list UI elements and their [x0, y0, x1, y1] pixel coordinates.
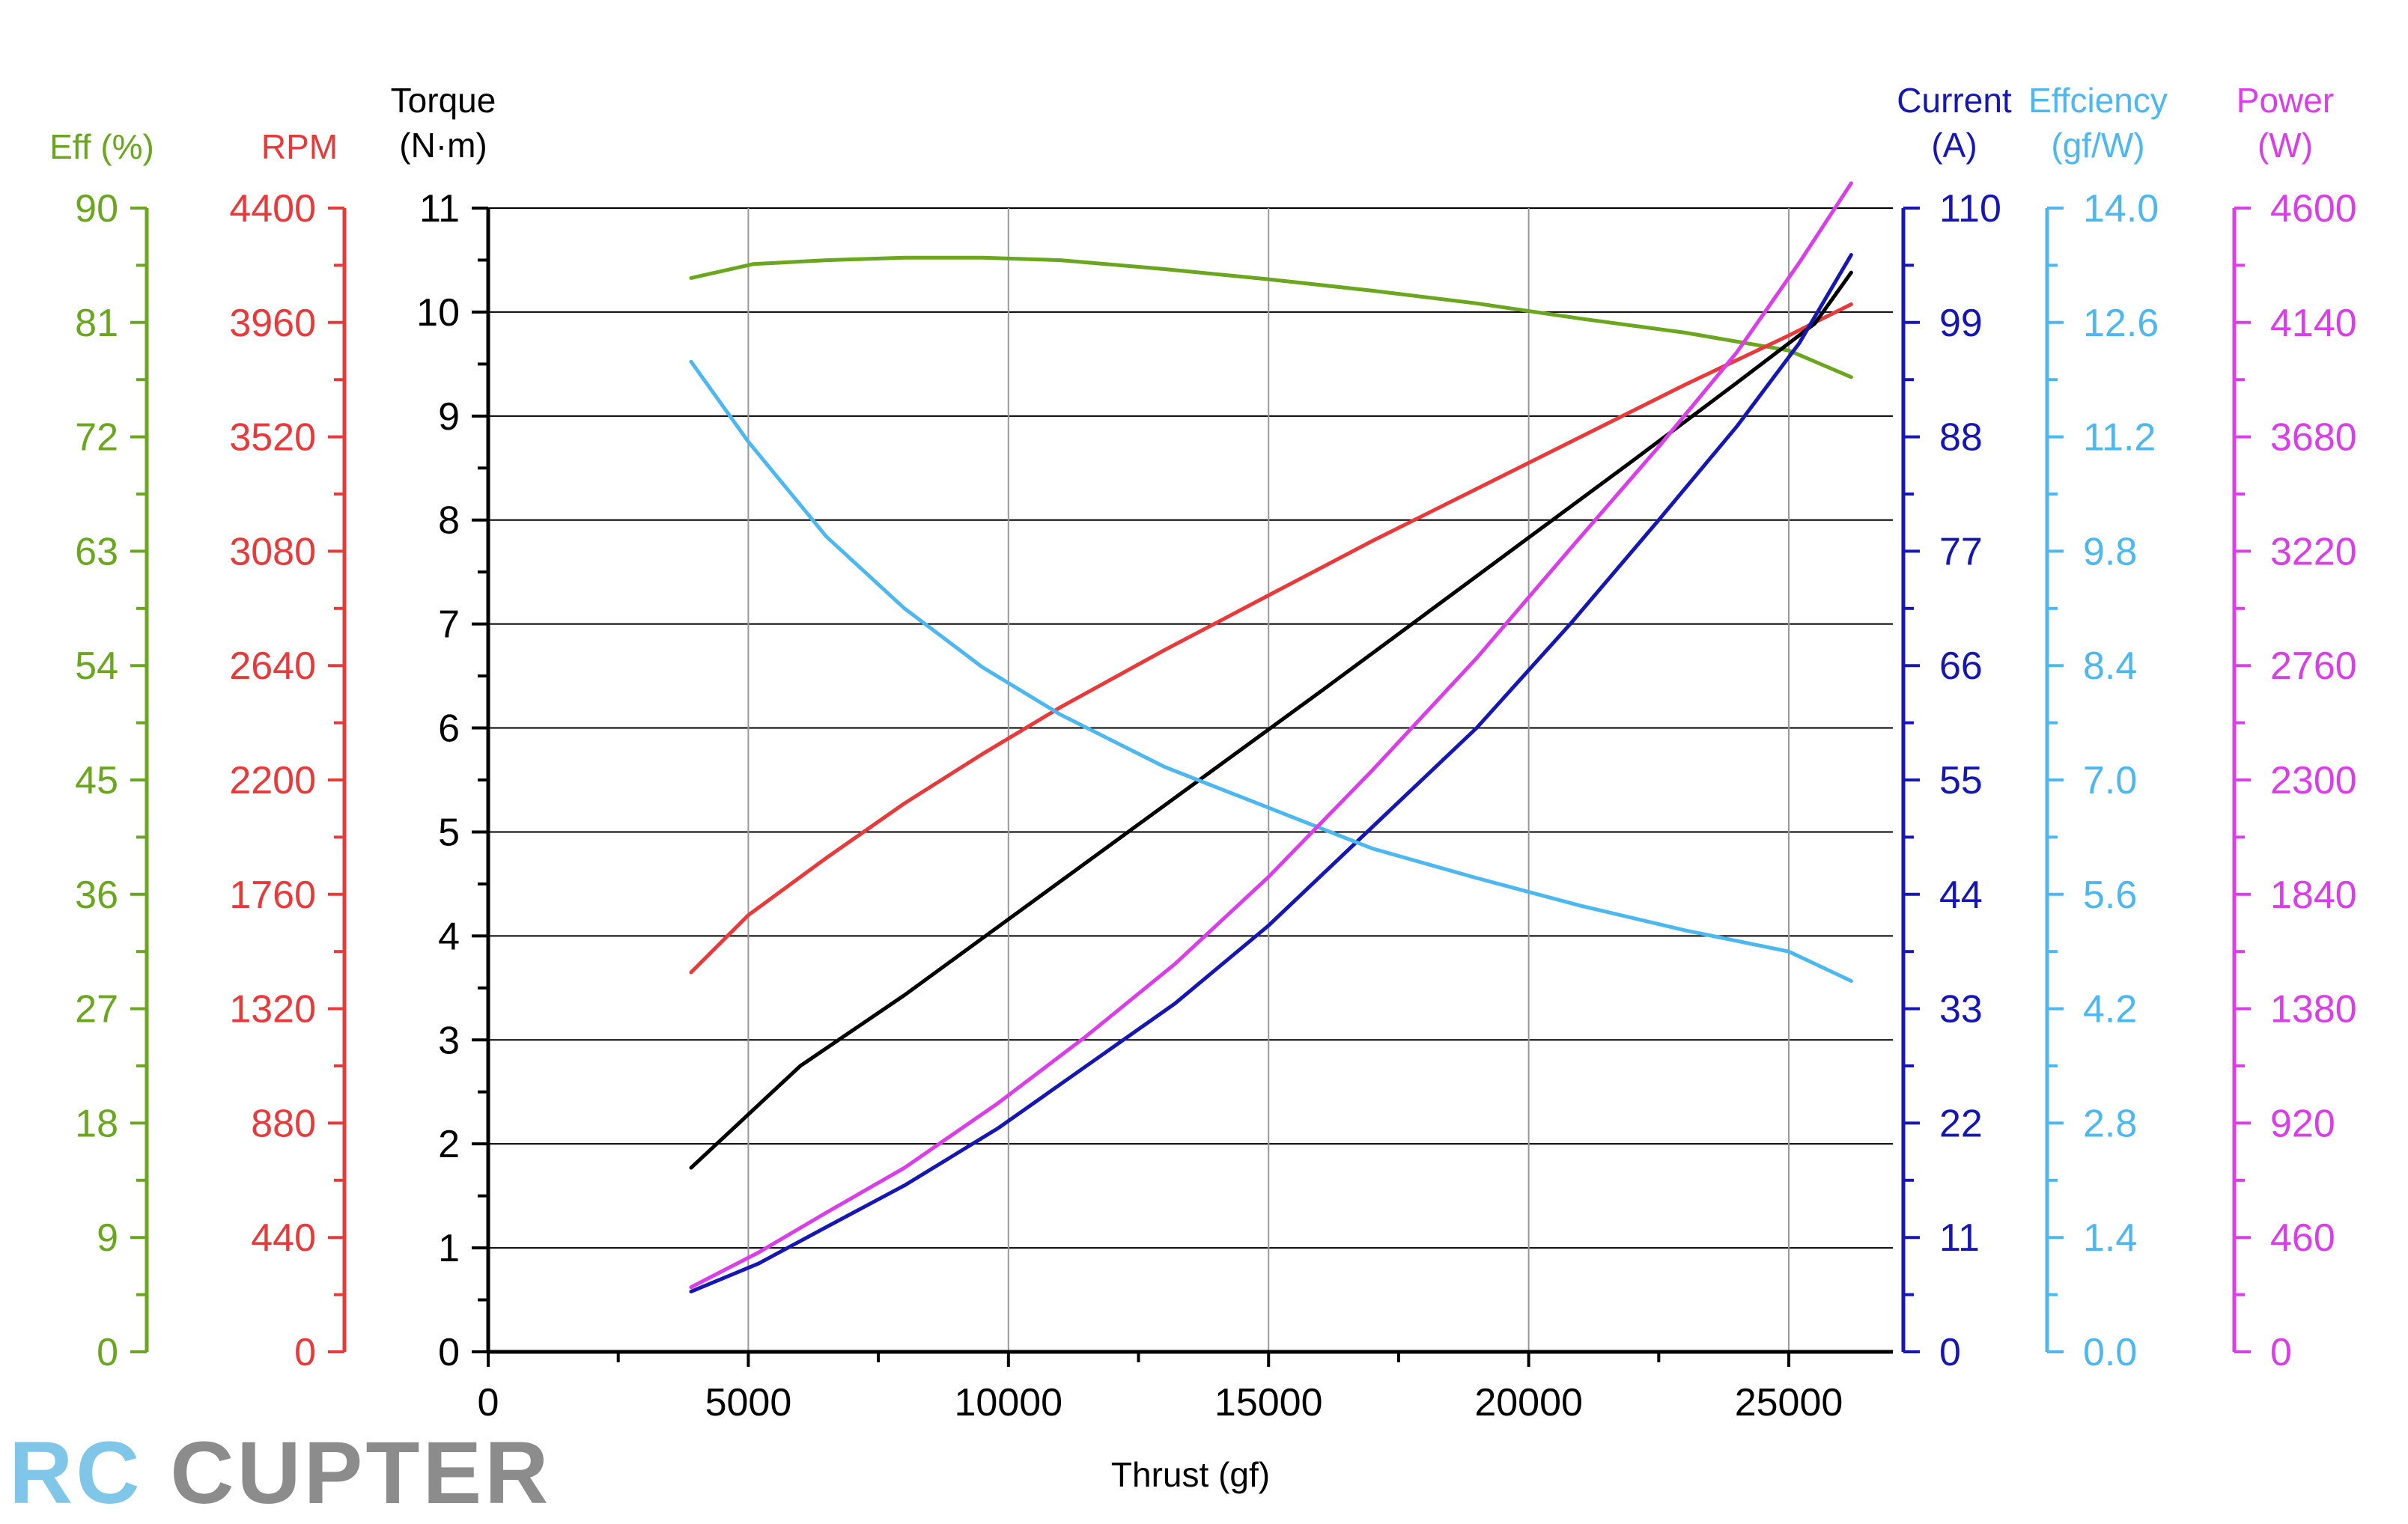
current-tick-label: 99 [1939, 302, 1983, 345]
x-tick-label: 5000 [705, 1381, 792, 1424]
current-tick-label: 33 [1939, 988, 1983, 1031]
current-axis-title: (A) [1931, 126, 1977, 165]
current-tick-label: 0 [1939, 1331, 1961, 1374]
torque-tick-label: 2 [438, 1123, 460, 1166]
efficiency-tick-label: 8.4 [2083, 644, 2137, 688]
torque-tick-label: 6 [438, 707, 460, 751]
torque-tick-label: 10 [416, 291, 460, 335]
torque-axis-title: (N·m) [399, 126, 487, 165]
power-series-line [689, 181, 1853, 1290]
power-tick-label: 2300 [2270, 759, 2357, 802]
rpm-axis-title: RPM [261, 127, 338, 166]
watermark-rc: RC [9, 1424, 143, 1523]
torque-tick-label: 7 [438, 603, 460, 647]
power-tick-label: 3680 [2270, 416, 2357, 460]
rpm-tick-label: 3960 [229, 302, 316, 345]
efficiency-tick-label: 9.8 [2083, 530, 2137, 573]
torque-tick-label: 5 [438, 811, 460, 854]
power-tick-label: 1380 [2270, 988, 2357, 1031]
x-tick-label: 25000 [1735, 1381, 1843, 1424]
power-tick-label: 1840 [2270, 874, 2357, 917]
current-tick-label: 88 [1939, 416, 1983, 460]
current-tick-label: 44 [1939, 874, 1983, 917]
rpm-series-line [689, 302, 1853, 975]
rpm-tick-label: 4400 [229, 187, 316, 231]
efficiency-tick-label: 14.0 [2083, 187, 2159, 231]
rpm-tick-label: 3520 [229, 416, 316, 460]
eff-tick-label: 54 [75, 644, 118, 688]
torque-axis-title: Torque [391, 81, 496, 120]
efficiency-tick-label: 0.0 [2083, 1331, 2137, 1374]
rpm-tick-label: 0 [294, 1331, 316, 1374]
data-series [689, 181, 1853, 1293]
power-tick-label: 920 [2270, 1102, 2335, 1145]
x-tick-label: 0 [478, 1381, 499, 1424]
torque-tick-label: 0 [438, 1331, 460, 1374]
current-axis-title: Current [1897, 81, 2012, 120]
eff-tick-label: 45 [75, 759, 118, 802]
torque-tick-label: 1 [438, 1227, 460, 1270]
rpm-tick-label: 1760 [229, 874, 316, 917]
torque-tick-label: 3 [438, 1019, 460, 1062]
current-tick-label: 22 [1939, 1102, 1983, 1145]
efficiency-tick-label: 2.8 [2083, 1102, 2137, 1145]
rpm-tick-label: 440 [251, 1216, 316, 1260]
efficiency-tick-label: 4.2 [2083, 988, 2137, 1031]
torque-tick-label: 11 [419, 187, 460, 231]
efficiency-series-line [689, 359, 1853, 983]
torque-series-line [689, 270, 1853, 1170]
rpm-tick-label: 3080 [229, 530, 316, 573]
current-series-line [689, 253, 1853, 1293]
torque-tick-label: 4 [438, 915, 460, 958]
eff-tick-label: 9 [97, 1216, 118, 1260]
eff-tick-label: 72 [75, 416, 118, 460]
current-tick-label: 55 [1939, 759, 1983, 802]
x-tick-label: 10000 [955, 1381, 1063, 1424]
power-tick-label: 4140 [2270, 302, 2357, 345]
efficiency-tick-label: 12.6 [2083, 302, 2159, 345]
eff-tick-label: 36 [75, 874, 118, 917]
x-axis-title: Thrust (gf) [1111, 1455, 1270, 1494]
eff-tick-label: 0 [97, 1331, 118, 1374]
rpm-tick-label: 2200 [229, 759, 316, 802]
power-axis-title: Power [2237, 81, 2334, 120]
x-tick-label: 15000 [1214, 1381, 1323, 1424]
efficiency-tick-label: 1.4 [2083, 1216, 2137, 1260]
rpm-tick-label: 2640 [229, 644, 316, 688]
power-tick-label: 3220 [2270, 530, 2357, 573]
eff-tick-label: 63 [75, 530, 118, 573]
eff-tick-label: 18 [75, 1102, 118, 1145]
torque-tick-label: 9 [438, 395, 460, 439]
axes: 0 5000 10000 15000 20000 25000091827364554637… [49, 81, 2357, 1424]
power-tick-label: 0 [2270, 1331, 2292, 1374]
grid [488, 207, 1893, 1353]
current-tick-label: 110 [1939, 187, 2001, 231]
power-axis-title: (W) [2258, 126, 2313, 165]
current-tick-label: 11 [1939, 1216, 1980, 1260]
efficiency-axis-title: Effciency [2028, 81, 2168, 120]
rc-copter-watermark-logo: RC CUPTER [9, 1422, 551, 1524]
power-tick-label: 2760 [2270, 644, 2357, 688]
rpm-tick-label: 1320 [229, 988, 316, 1031]
eff-tick-label: 90 [75, 187, 118, 231]
current-tick-label: 66 [1939, 644, 1983, 688]
eff-tick-label: 27 [75, 988, 118, 1031]
eff-tick-label: 81 [75, 302, 118, 345]
eff-axis-title: Eff (%) [49, 127, 154, 166]
power-tick-label: 4600 [2270, 187, 2357, 231]
efficiency-tick-label: 11.2 [2083, 416, 2156, 460]
watermark-copter: CUPTER [170, 1424, 552, 1523]
x-tick-label: 20000 [1474, 1381, 1583, 1424]
rpm-tick-label: 880 [251, 1102, 316, 1145]
power-tick-label: 460 [2270, 1216, 2335, 1260]
efficiency-tick-label: 5.6 [2083, 874, 2137, 917]
torque-tick-label: 8 [438, 499, 460, 543]
efficiency-tick-label: 7.0 [2083, 759, 2137, 802]
efficiency-axis-title: (gf/W) [2051, 126, 2144, 165]
eff-series-line [689, 255, 1853, 380]
current-tick-label: 77 [1939, 530, 1983, 573]
